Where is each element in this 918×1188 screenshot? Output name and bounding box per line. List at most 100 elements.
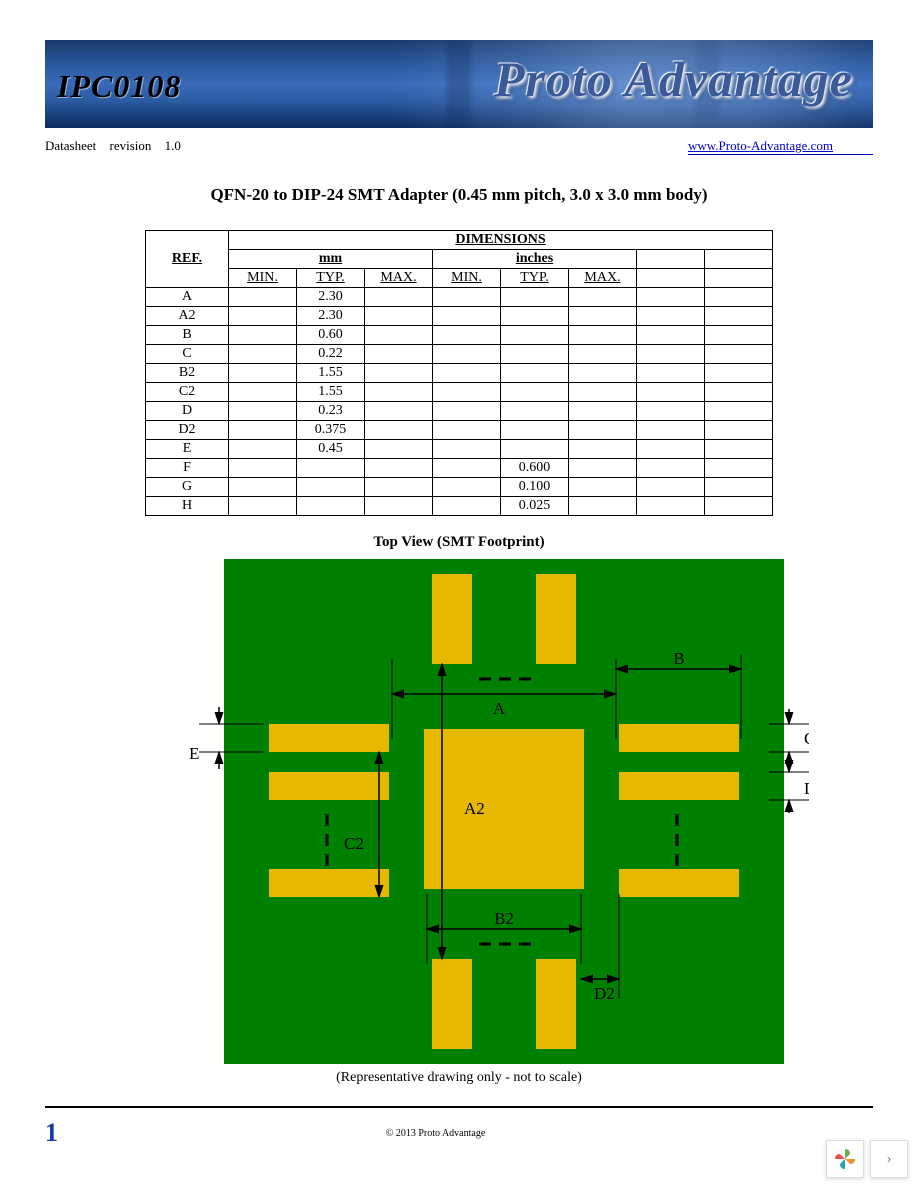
sub-typ: TYP. [501,269,569,288]
table-cell [365,402,433,421]
table-cell [705,459,773,478]
table-row: B21.55 [146,364,773,383]
table-cell [229,364,297,383]
table-cell [705,497,773,516]
table-cell: C2 [146,383,229,402]
table-cell: 0.100 [501,478,569,497]
table-cell [569,288,637,307]
table-cell [297,497,365,516]
table-cell: D [146,402,229,421]
table-row: A 2.30 [146,288,773,307]
table-cell [501,345,569,364]
svg-text:A: A [493,699,506,718]
table-cell [433,421,501,440]
table-cell [433,307,501,326]
next-button[interactable]: › [870,1140,908,1178]
table-cell [365,345,433,364]
dimensions-heading: DIMENSIONS [229,231,773,250]
table-cell [705,421,773,440]
table-cell [637,307,705,326]
table-cell [229,326,297,345]
meta-left: Datasheet revision 1.0 [45,138,191,155]
table-cell [433,478,501,497]
table-cell [501,440,569,459]
sub-max: MAX. [569,269,637,288]
table-cell [705,345,773,364]
table-cell [705,440,773,459]
table-cell [501,307,569,326]
website-link[interactable]: www.Proto-Advantage.com [688,138,873,155]
table-cell [705,478,773,497]
table-cell [433,402,501,421]
sub-typ: TYP. [297,269,365,288]
table-row: mm inches [146,250,773,269]
table-cell [637,383,705,402]
table-cell: A2 [146,307,229,326]
table-cell [569,402,637,421]
table-cell [433,326,501,345]
table-cell [637,497,705,516]
table-cell [365,478,433,497]
table-cell [569,497,637,516]
table-cell [569,364,637,383]
table-cell [569,383,637,402]
table-cell [229,440,297,459]
dimensions-table: REF. DIMENSIONS mm inches MIN. TYP. MAX.… [145,230,773,516]
table-row: REF. DIMENSIONS [146,231,773,250]
table-cell [637,269,705,288]
svg-text:D2: D2 [594,984,615,1003]
table-cell [365,307,433,326]
table-cell [433,383,501,402]
table-cell: 0.45 [297,440,365,459]
table-cell: C [146,345,229,364]
table-cell [433,364,501,383]
table-cell [569,307,637,326]
table-row: F0.600 [146,459,773,478]
sub-min: MIN. [229,269,297,288]
table-cell [433,459,501,478]
table-cell [501,402,569,421]
datasheet-page: IPC0108 Proto Advantage Datasheet revisi… [0,0,918,1168]
table-cell [501,383,569,402]
table-cell [705,288,773,307]
table-cell [229,421,297,440]
svg-text:E: E [189,744,199,763]
table-cell [705,402,773,421]
table-row: B0.60 [146,326,773,345]
table-cell: B [146,326,229,345]
table-cell [229,345,297,364]
pinwheel-icon[interactable] [826,1140,864,1178]
table-row: C 0.22 [146,345,773,364]
table-cell [637,478,705,497]
table-cell: 0.23 [297,402,365,421]
table-cell [705,326,773,345]
table-cell [365,421,433,440]
table-row: D20.375 [146,421,773,440]
table-cell [637,364,705,383]
table-cell [229,478,297,497]
table-cell [501,421,569,440]
brand-name: Proto Advantage [494,50,853,108]
table-row: H0.025 [146,497,773,516]
table-cell: 0.025 [501,497,569,516]
table-cell: 0.22 [297,345,365,364]
sub-max: MAX. [365,269,433,288]
table-cell [569,326,637,345]
table-cell [365,326,433,345]
unit-mm: mm [229,250,433,269]
footprint-svg: ABA2B2CDEC2D2 [109,559,809,1064]
svg-text:A2: A2 [464,799,485,818]
table-cell [705,307,773,326]
table-cell: 1.55 [297,364,365,383]
unit-inches: inches [433,250,637,269]
table-cell: E [146,440,229,459]
table-cell: 2.30 [297,288,365,307]
table-cell: 0.375 [297,421,365,440]
table-cell [297,478,365,497]
table-cell: A [146,288,229,307]
copyright-text: © 2013 Proto Advantage [28,1128,843,1139]
table-cell [433,345,501,364]
table-cell [705,383,773,402]
table-cell [229,288,297,307]
table-cell [229,383,297,402]
